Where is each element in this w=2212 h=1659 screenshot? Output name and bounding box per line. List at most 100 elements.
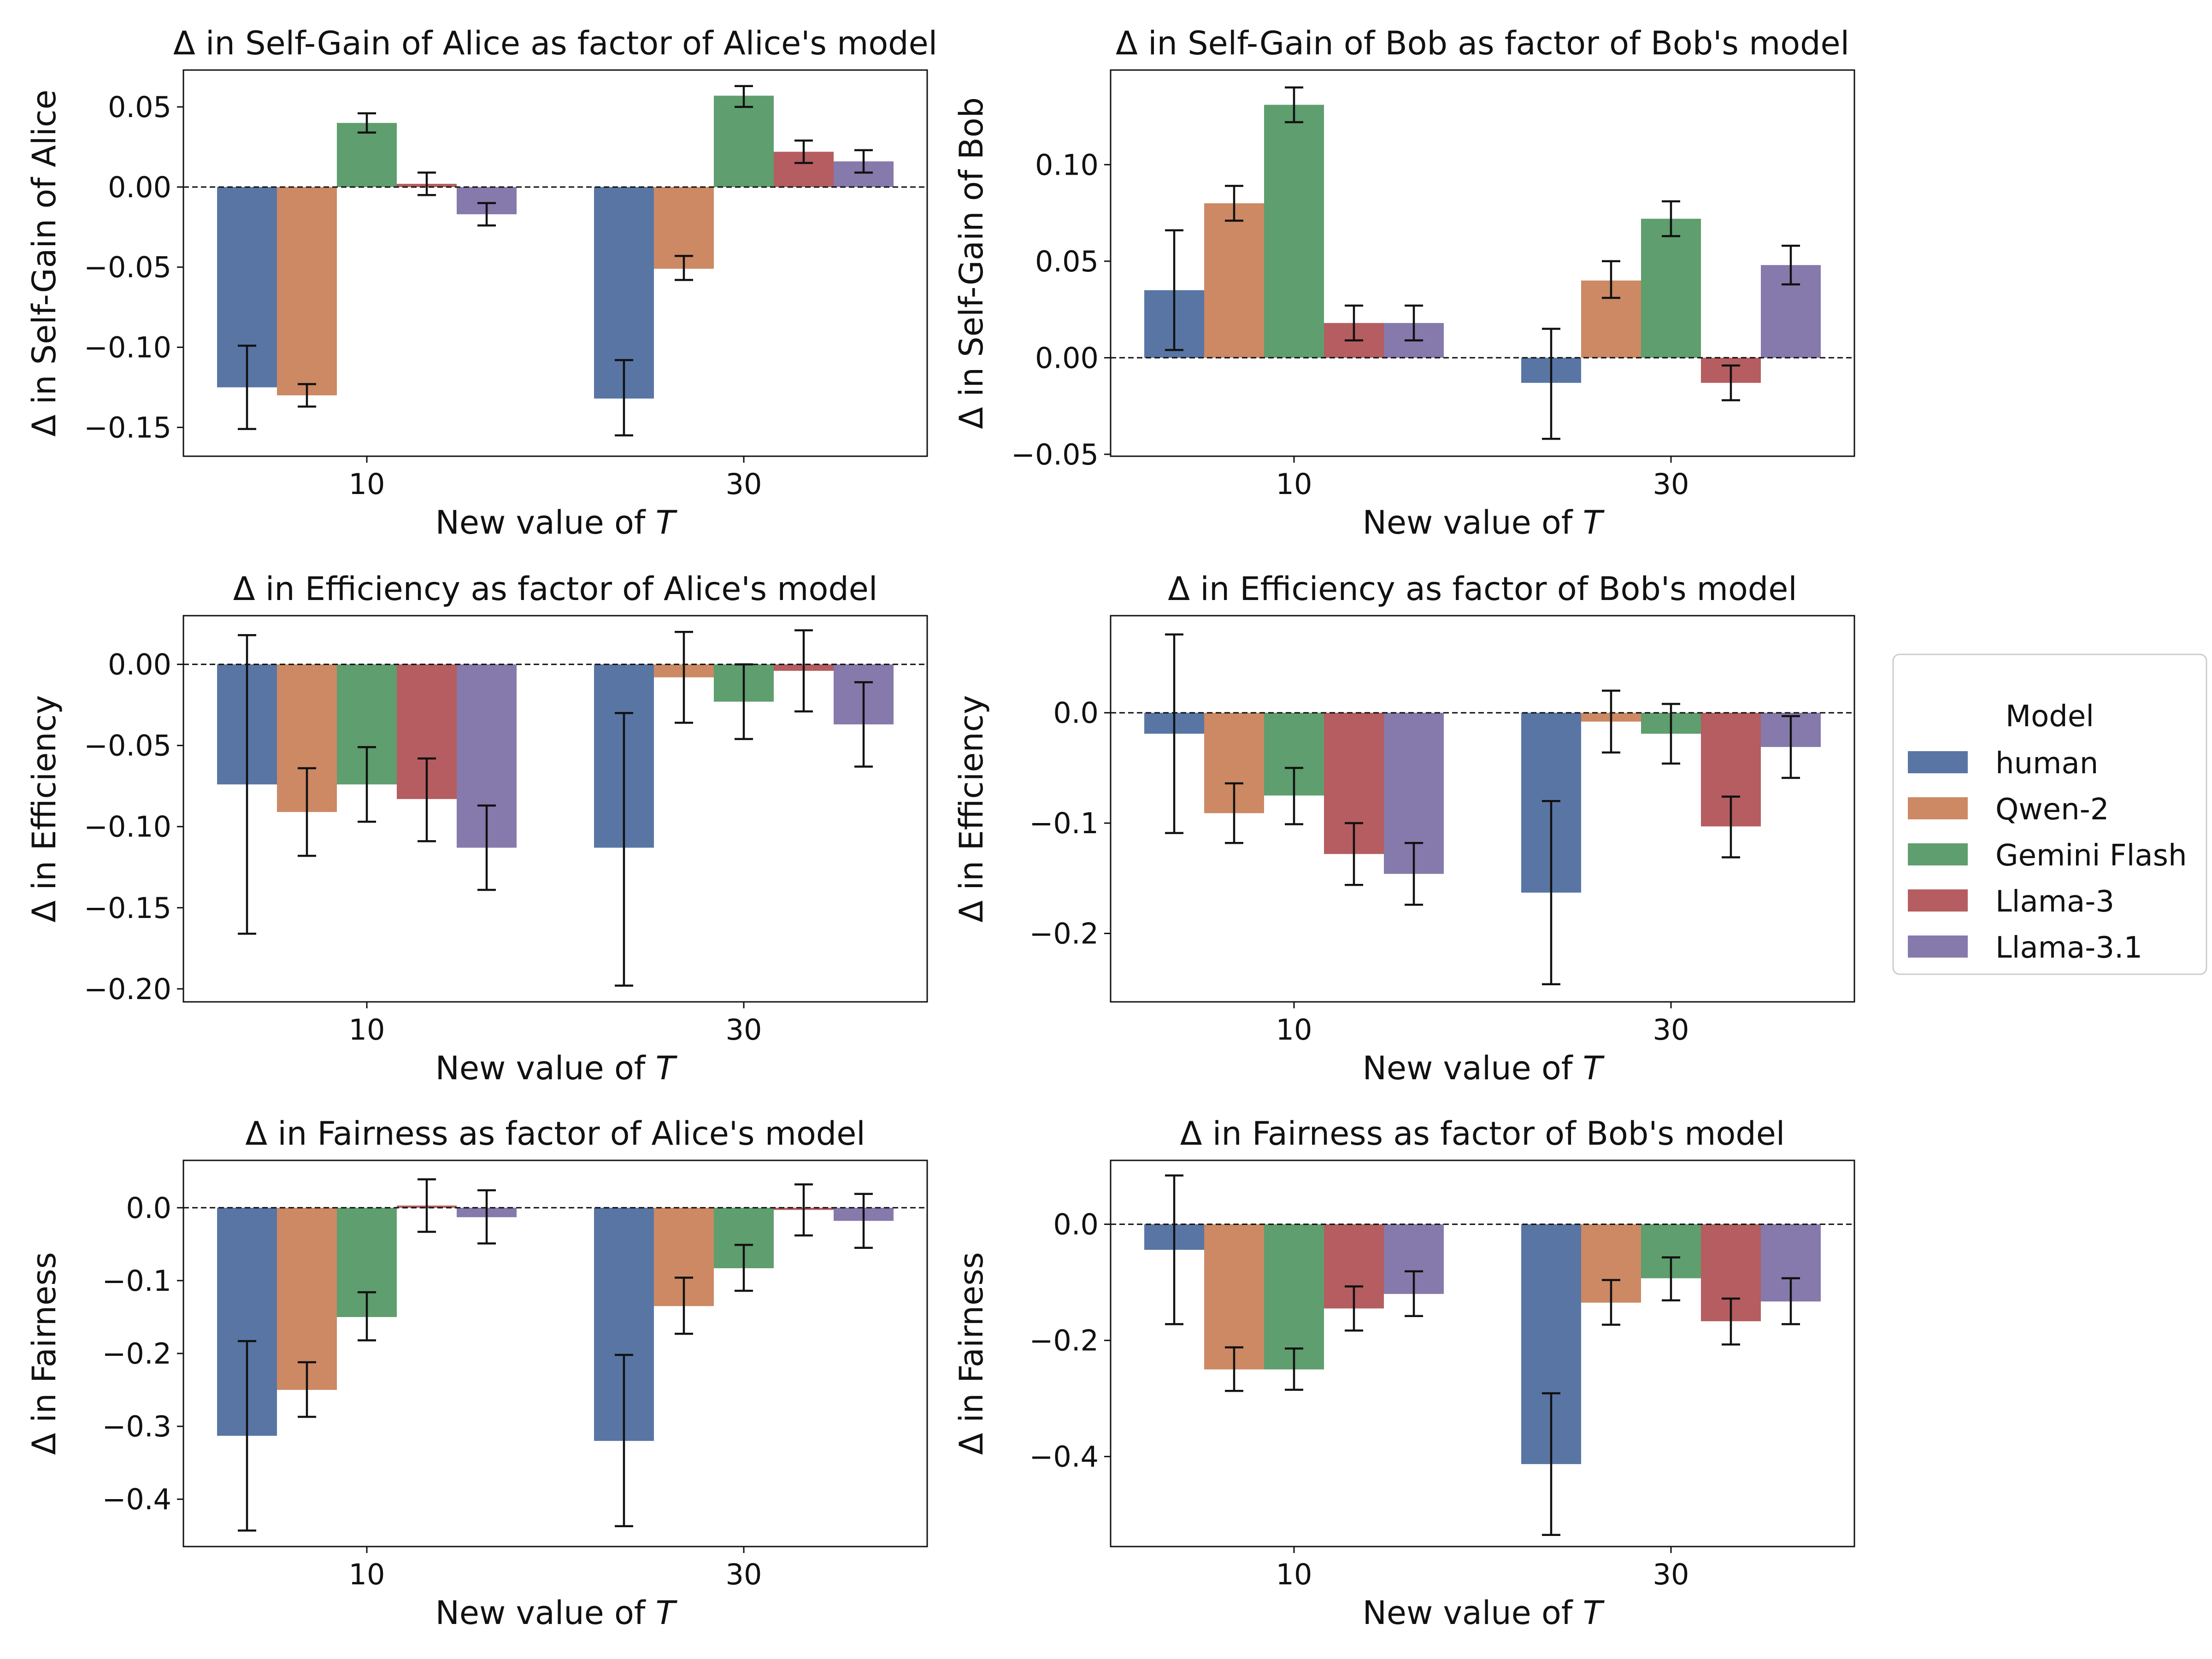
y-tick-label: 0.0 [1053,1208,1099,1241]
y-tick-label: −0.15 [84,411,171,444]
y-tick-label: −0.1 [1029,806,1099,840]
bar [337,123,397,187]
y-tick-label: 0.00 [1035,341,1099,375]
chart-title: Δ in Fairness as factor of Alice's model [245,1115,865,1153]
y-tick-label: 0.05 [1035,245,1099,278]
bar [1204,1224,1265,1370]
chart-title: Δ in Fairness as factor of Bob's model [1180,1115,1785,1153]
x-tick-label: 10 [1276,1558,1312,1591]
legend-label: human [1995,747,2098,781]
chart-panels: 0.05 0.00 −0.05 −0.10 −0.15 10 30 Δ in Self-Gai… [25,24,1855,1632]
y-tick-label: −0.2 [102,1337,171,1371]
plot-frame [1110,615,1855,1003]
x-axis-label: New value of T [1363,504,1605,541]
bar [1641,218,1701,358]
x-axis-label: New value of T [435,1049,678,1087]
legend: Model human Qwen-2 Gemini Flash Llama-3 Llam… [1892,653,2207,975]
bar [1264,105,1324,358]
chart-title: Δ in Self-Gain of Alice as factor of Ali… [173,24,937,62]
legend-swatch [1908,889,1968,912]
legend-label: Qwen-2 [1995,793,2109,827]
y-axis-label: Δ in Efficiency [25,695,63,922]
y-tick-label: 0.10 [1035,148,1099,182]
x-axis-label: New value of T [435,504,678,541]
y-tick-label: −0.3 [102,1410,171,1443]
y-tick-label: −0.05 [84,729,171,763]
legend-swatch [1908,935,1968,958]
legend-label: Gemini Flash [1995,839,2187,873]
bar [277,187,337,395]
legend-label: Llama-3.1 [1995,931,2142,965]
y-tick-label: 0.05 [108,90,171,124]
x-axis-label-variable: T [1583,504,1605,541]
y-tick-label: −0.20 [84,972,171,1006]
x-axis-label-variable: T [656,1049,678,1087]
plot-frame [1110,69,1855,457]
chart-panel: 0.10 0.05 0.00 −0.05 10 30 Δ in Self-Gain of B… [953,24,1855,541]
chart-title: Δ in Efficiency as factor of Alice's mod… [233,570,878,608]
plot-frame [182,615,928,1003]
y-axis-label: Δ in Fairness [953,1252,990,1455]
y-tick-label: −0.1 [102,1264,171,1298]
x-axis-label-variable: T [656,1594,678,1632]
legend-swatch [1908,751,1968,773]
x-tick-label: 30 [1653,1558,1689,1591]
legend-swatch [1908,797,1968,819]
x-axis-label-text: New value of [1363,1049,1583,1087]
x-axis-label-text: New value of [435,1594,656,1632]
chart-panel: 0.0 −0.1 −0.2 10 30 Δ in Efficiency as factor… [953,570,1855,1087]
chart-title: Δ in Efficiency as factor of Bob's model [1168,570,1797,608]
x-tick-label: 30 [726,1013,762,1047]
x-axis-label-variable: T [1583,1594,1605,1632]
x-tick-label: 30 [1653,467,1689,501]
y-tick-label: 0.00 [108,171,171,204]
y-tick-label: −0.10 [84,810,171,844]
bar [1264,1224,1324,1370]
x-axis-label-text: New value of [1363,1594,1583,1632]
plot-frame [1110,1159,1855,1547]
x-axis-label: New value of T [1363,1049,1605,1087]
y-tick-label: 0.0 [1053,696,1099,730]
x-axis-label-text: New value of [435,504,656,541]
x-axis-label: New value of T [1363,1594,1605,1632]
y-tick-label: 0.0 [126,1191,171,1225]
x-tick-label: 30 [1653,1013,1689,1047]
x-axis-label: New value of T [435,1594,678,1632]
y-tick-label: −0.05 [84,251,171,284]
y-tick-label: −0.10 [84,331,171,365]
chart-panel: 0.00 −0.05 −0.10 −0.15 −0.20 10 30 Δ in Efficie… [25,570,928,1087]
x-tick-label: 10 [1276,1013,1312,1047]
y-tick-label: −0.2 [1029,917,1099,951]
x-tick-label: 30 [726,1558,762,1591]
legend-frame [1892,653,2207,975]
chart-panel: 0.0 −0.2 −0.4 10 30 Δ in Fairness as factor o… [953,1115,1855,1632]
y-axis-label: Δ in Efficiency [953,695,990,922]
x-tick-label: 10 [349,1558,385,1591]
legend-title: Model [2006,700,2094,734]
bar [713,95,774,187]
legend-swatch [1908,843,1968,865]
y-axis-label: Δ in Fairness [25,1252,63,1455]
x-axis-label-text: New value of [1363,504,1583,541]
x-axis-label-variable: T [1583,1049,1605,1087]
y-tick-label: 0.00 [108,648,171,682]
bar [277,1207,337,1390]
plot-frame [182,69,928,457]
bar [1204,203,1265,358]
x-tick-label: 30 [726,467,762,501]
chart-panel: 0.05 0.00 −0.05 −0.10 −0.15 10 30 Δ in Self-Gai… [25,24,937,541]
y-axis-label: Δ in Self-Gain of Bob [953,97,990,429]
y-axis-label: Δ in Self-Gain of Alice [25,89,63,436]
x-axis-label-variable: T [656,504,678,541]
legend-label: Llama-3 [1995,885,2114,919]
y-tick-label: −0.05 [1011,438,1099,471]
chart-panel: 0.0 −0.1 −0.2 −0.3 −0.4 10 30 Δ in Fairness as … [25,1115,928,1632]
y-tick-label: −0.2 [1029,1324,1099,1358]
x-tick-label: 10 [349,467,385,501]
x-axis-label-text: New value of [435,1049,656,1087]
chart-title: Δ in Self-Gain of Bob as factor of Bob's… [1116,24,1849,62]
y-tick-label: −0.15 [84,891,171,925]
y-tick-label: −0.4 [102,1483,171,1516]
y-tick-label: −0.4 [1029,1440,1099,1474]
